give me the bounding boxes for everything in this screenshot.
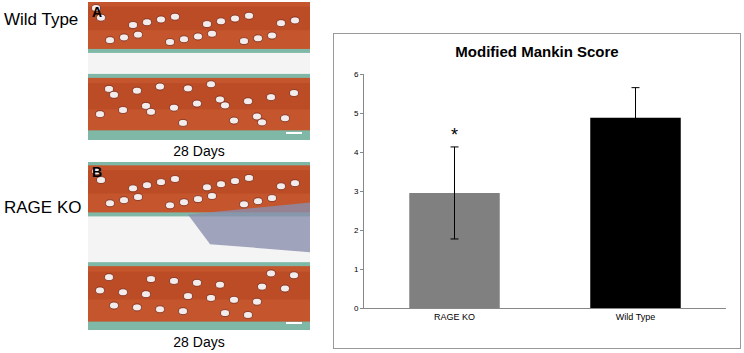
html-text:28 Days: 28 Days <box>173 143 225 159</box>
svg-text:2: 2 <box>354 226 359 235</box>
svg-text:4: 4 <box>354 148 359 157</box>
html-text:Wild Type: Wild Type <box>4 10 79 29</box>
svg-text:1: 1 <box>354 265 359 274</box>
svg-text:B: B <box>92 164 102 180</box>
svg-text:*: * <box>451 125 458 145</box>
svg-text:RAGE KO: RAGE KO <box>434 312 475 322</box>
svg-text:Wild Type: Wild Type <box>616 312 655 322</box>
svg-text:A: A <box>92 4 102 20</box>
svg-text:6: 6 <box>354 70 359 79</box>
svg-text:Modified Mankin Score: Modified Mankin Score <box>455 43 618 60</box>
svg-text:3: 3 <box>354 187 359 196</box>
html-text:28 Days: 28 Days <box>173 334 225 350</box>
html-text:RAGE KO: RAGE KO <box>4 198 82 217</box>
svg-text:5: 5 <box>354 109 359 118</box>
svg-text:0: 0 <box>354 304 359 313</box>
